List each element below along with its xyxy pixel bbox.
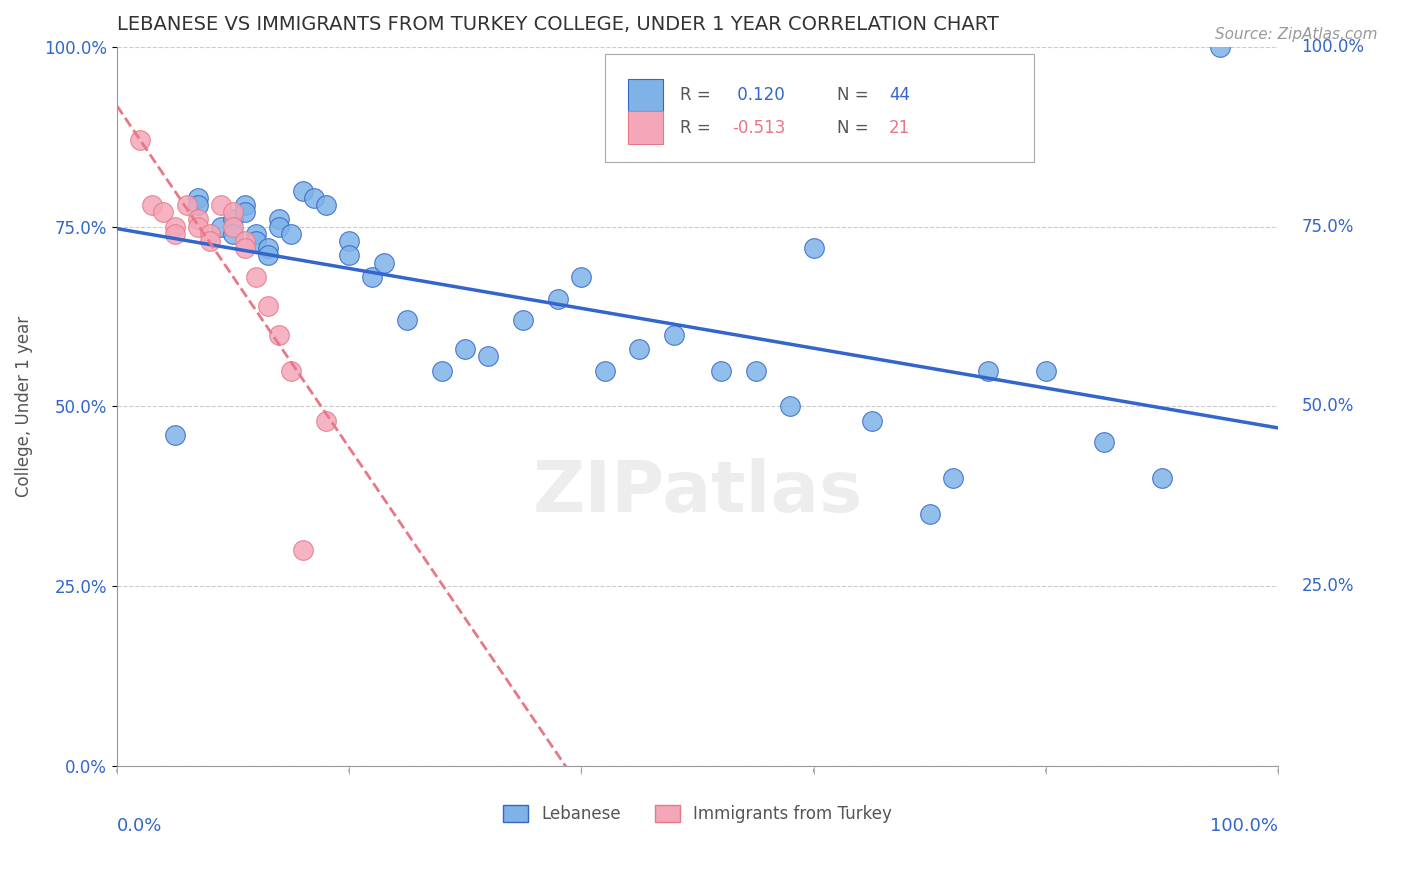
Point <box>1092 435 1115 450</box>
Text: ZIPatlas: ZIPatlas <box>533 458 862 527</box>
Point <box>918 508 941 522</box>
Point <box>222 219 245 234</box>
Text: 75.0%: 75.0% <box>1302 218 1354 235</box>
Y-axis label: College, Under 1 year: College, Under 1 year <box>15 316 32 497</box>
Point <box>163 227 186 241</box>
Point <box>430 363 453 377</box>
Point <box>269 327 291 342</box>
Point <box>187 191 209 205</box>
Point <box>512 313 534 327</box>
Point <box>152 205 174 219</box>
Point <box>233 205 256 219</box>
Point <box>187 212 209 227</box>
Point <box>256 241 278 255</box>
Legend: Lebanese, Immigrants from Turkey: Lebanese, Immigrants from Turkey <box>496 798 898 830</box>
Point <box>291 543 314 558</box>
Text: N =: N = <box>837 119 873 137</box>
Text: 100.0%: 100.0% <box>1302 37 1364 55</box>
Point <box>222 227 245 241</box>
Point <box>373 255 395 269</box>
Text: 50.0%: 50.0% <box>1302 398 1354 416</box>
Point <box>187 219 209 234</box>
Point <box>269 219 291 234</box>
Point <box>198 227 221 241</box>
Point <box>141 198 163 212</box>
Point <box>361 269 384 284</box>
FancyBboxPatch shape <box>628 79 662 112</box>
Point <box>664 327 686 342</box>
FancyBboxPatch shape <box>605 54 1035 161</box>
Point <box>628 342 651 356</box>
Point <box>222 212 245 227</box>
Point <box>269 212 291 227</box>
Point <box>245 234 267 248</box>
Point <box>569 269 592 284</box>
Text: 21: 21 <box>889 119 910 137</box>
Point <box>977 363 1000 377</box>
Point <box>337 234 360 248</box>
Point <box>233 241 256 255</box>
Point <box>280 227 302 241</box>
Point <box>1150 471 1173 485</box>
Point <box>245 227 267 241</box>
Text: 0.120: 0.120 <box>733 86 785 103</box>
FancyBboxPatch shape <box>628 112 662 144</box>
Text: N =: N = <box>837 86 873 103</box>
Point <box>198 234 221 248</box>
Point <box>209 198 232 212</box>
Text: Source: ZipAtlas.com: Source: ZipAtlas.com <box>1215 27 1378 42</box>
Point <box>454 342 477 356</box>
Point <box>396 313 419 327</box>
Point <box>779 400 801 414</box>
Point <box>942 471 965 485</box>
Point <box>744 363 766 377</box>
Point <box>187 198 209 212</box>
Point <box>477 349 499 363</box>
Point <box>291 184 314 198</box>
Point <box>222 205 245 219</box>
Text: 44: 44 <box>889 86 910 103</box>
Text: 25.0%: 25.0% <box>1302 577 1354 595</box>
Text: LEBANESE VS IMMIGRANTS FROM TURKEY COLLEGE, UNDER 1 YEAR CORRELATION CHART: LEBANESE VS IMMIGRANTS FROM TURKEY COLLE… <box>117 15 998 34</box>
Point <box>710 363 733 377</box>
Text: -0.513: -0.513 <box>733 119 786 137</box>
Text: 0.0%: 0.0% <box>117 817 162 835</box>
Point <box>280 363 302 377</box>
Point <box>256 248 278 262</box>
Point <box>256 299 278 313</box>
Text: 100.0%: 100.0% <box>1211 817 1278 835</box>
Text: R =: R = <box>681 86 716 103</box>
Point <box>803 241 825 255</box>
Point <box>304 191 326 205</box>
Point <box>233 234 256 248</box>
Point <box>233 198 256 212</box>
Point <box>163 219 186 234</box>
Point <box>337 248 360 262</box>
Point <box>1209 39 1232 54</box>
Point <box>1035 363 1057 377</box>
Point <box>163 428 186 442</box>
Point <box>860 414 883 428</box>
Point <box>547 292 569 306</box>
Point <box>245 269 267 284</box>
Point <box>315 198 337 212</box>
Point <box>209 219 232 234</box>
Point <box>176 198 198 212</box>
Text: R =: R = <box>681 119 716 137</box>
Point <box>129 133 152 147</box>
Point <box>593 363 616 377</box>
Point <box>315 414 337 428</box>
